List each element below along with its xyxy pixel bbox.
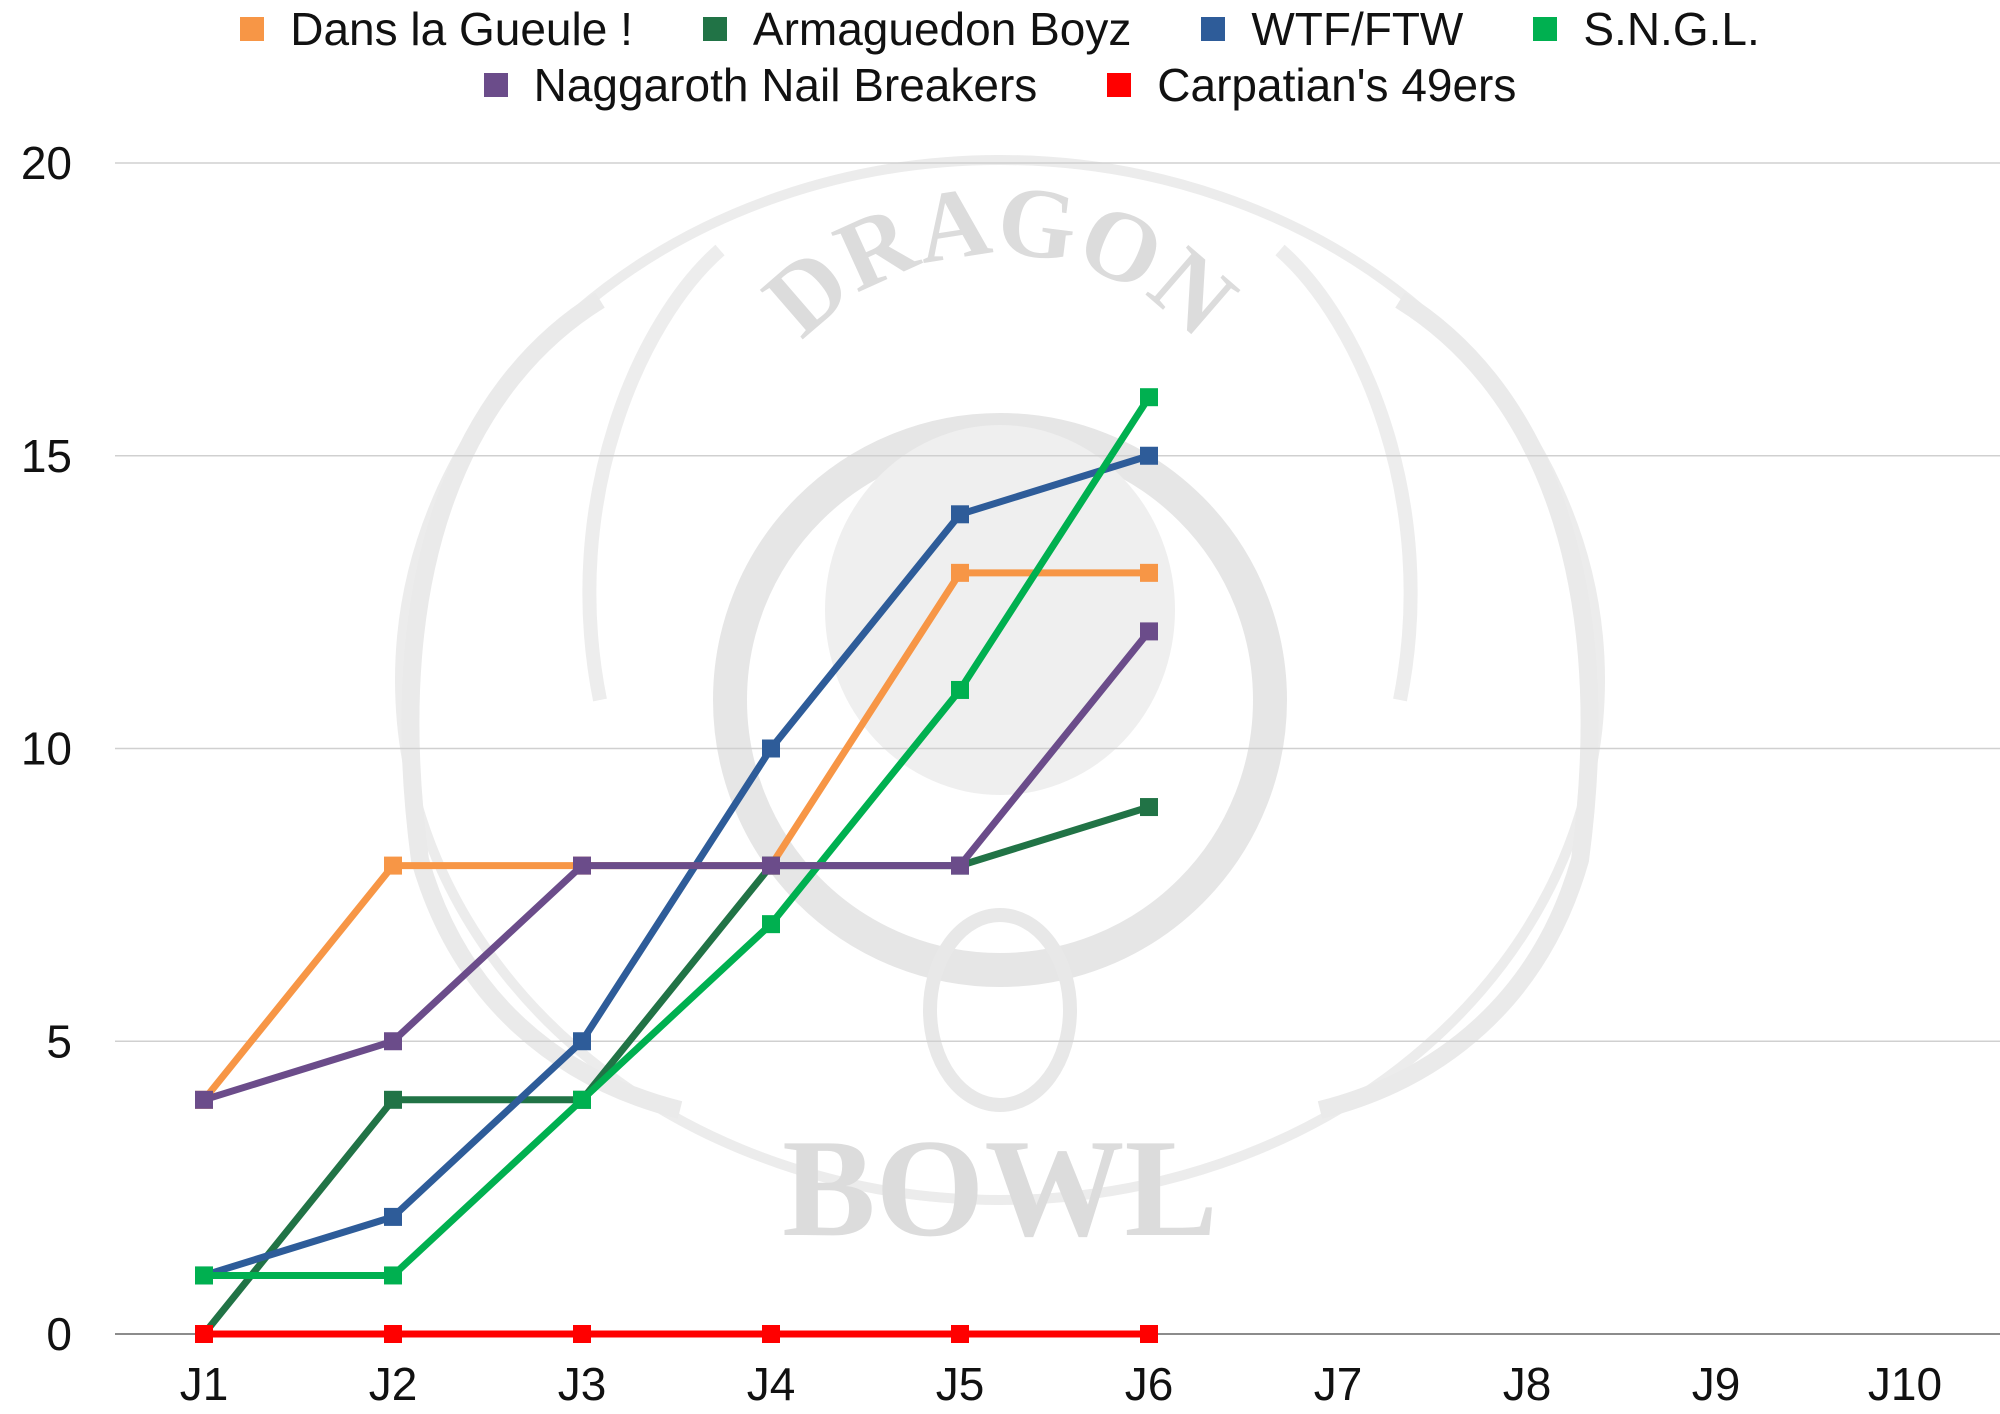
y-tick-label: 20 (21, 137, 72, 189)
data-point-marker (762, 915, 780, 934)
data-point-marker (384, 1207, 402, 1226)
legend-item: Carpatian's 49ers (1107, 58, 1516, 112)
series (195, 388, 1158, 1285)
data-point-marker (951, 505, 969, 524)
x-tick-label: J4 (747, 1358, 796, 1410)
data-point-marker (762, 1325, 780, 1343)
data-point-marker (195, 1325, 213, 1343)
data-point-marker (384, 1325, 402, 1343)
series-lines (195, 388, 1158, 1343)
x-tick-label: J6 (1125, 1358, 1174, 1410)
data-point-marker (1140, 622, 1158, 641)
y-tick-label: 5 (46, 1015, 72, 1067)
y-tick-label: 10 (21, 723, 72, 775)
legend-label: Armaguedon Boyz (752, 3, 1132, 55)
y-tick-label: 0 (46, 1308, 72, 1360)
legend-item: Naggaroth Nail Breakers (483, 58, 1038, 112)
series-line (201, 803, 1151, 1337)
data-point-marker (384, 1032, 402, 1051)
legend-swatch (702, 17, 727, 41)
legend-item: S.N.G.L. (1533, 2, 1760, 56)
legend-swatch (240, 17, 265, 41)
data-point-marker (195, 1090, 213, 1109)
series-line (202, 629, 1152, 1104)
data-point-marker (951, 1325, 969, 1343)
legend-swatch (1107, 73, 1132, 97)
data-point-marker (951, 856, 969, 875)
data-point-marker (1140, 1325, 1158, 1343)
data-point-marker (1140, 798, 1158, 817)
data-point-marker (573, 1325, 591, 1343)
y-tick-label: 15 (21, 430, 72, 482)
data-point-marker (1140, 446, 1158, 465)
series (195, 446, 1158, 1285)
x-tick-label: J9 (1692, 1358, 1741, 1410)
legend-item: WTF/FTW (1201, 2, 1463, 56)
data-point-marker (573, 1032, 591, 1051)
legend-label: WTF/FTW (1251, 3, 1464, 55)
x-tick-label: J2 (369, 1358, 418, 1410)
legend-label: Dans la Gueule ! (290, 3, 633, 55)
legend-swatch (1201, 17, 1226, 41)
x-tick-label: J7 (1314, 1358, 1363, 1410)
series-line (202, 452, 1151, 1279)
data-point-marker (762, 739, 780, 758)
data-point-marker (762, 856, 780, 875)
x-tick-label: J1 (180, 1358, 229, 1410)
data-point-marker (573, 856, 591, 875)
data-point-marker (573, 1090, 591, 1109)
watermark-top-text: DRAGON (743, 163, 1257, 357)
legend-row-2: Naggaroth Nail Breakers Carpatian's 49er… (0, 58, 2000, 112)
legend-label: Naggaroth Nail Breakers (533, 59, 1038, 111)
series (195, 1325, 1158, 1343)
data-point-marker (384, 1266, 402, 1285)
legend-swatch (1533, 17, 1558, 41)
x-tick-label: J5 (936, 1358, 985, 1410)
legend-swatch (483, 73, 508, 97)
legend-label: Carpatian's 49ers (1157, 59, 1517, 111)
data-point-marker (951, 563, 969, 582)
y-axis-labels: 0 5 10 15 20 (21, 137, 72, 1360)
x-tick-label: J3 (558, 1358, 607, 1410)
watermark-bottom-text: BOWL (782, 1111, 1218, 1266)
legend-item: Dans la Gueule ! (240, 2, 633, 56)
legend-item: Armaguedon Boyz (702, 2, 1132, 56)
legend-label: S.N.G.L. (1583, 3, 1760, 55)
data-point-marker (195, 1266, 213, 1285)
x-tick-label: J10 (1868, 1358, 1942, 1410)
data-point-marker (1140, 388, 1158, 407)
x-tick-label: J8 (1503, 1358, 1552, 1410)
data-point-marker (951, 680, 969, 699)
x-axis-labels: J1 J2 J3 J4 J5 J6 J7 J8 J9 J10 (180, 1358, 1942, 1410)
legend-row-1: Dans la Gueule ! Armaguedon Boyz WTF/FTW… (0, 2, 2000, 56)
series-line (204, 395, 1152, 1279)
data-point-marker (1140, 563, 1158, 582)
data-point-marker (384, 856, 402, 875)
data-point-marker (384, 1090, 402, 1109)
series (195, 622, 1158, 1109)
